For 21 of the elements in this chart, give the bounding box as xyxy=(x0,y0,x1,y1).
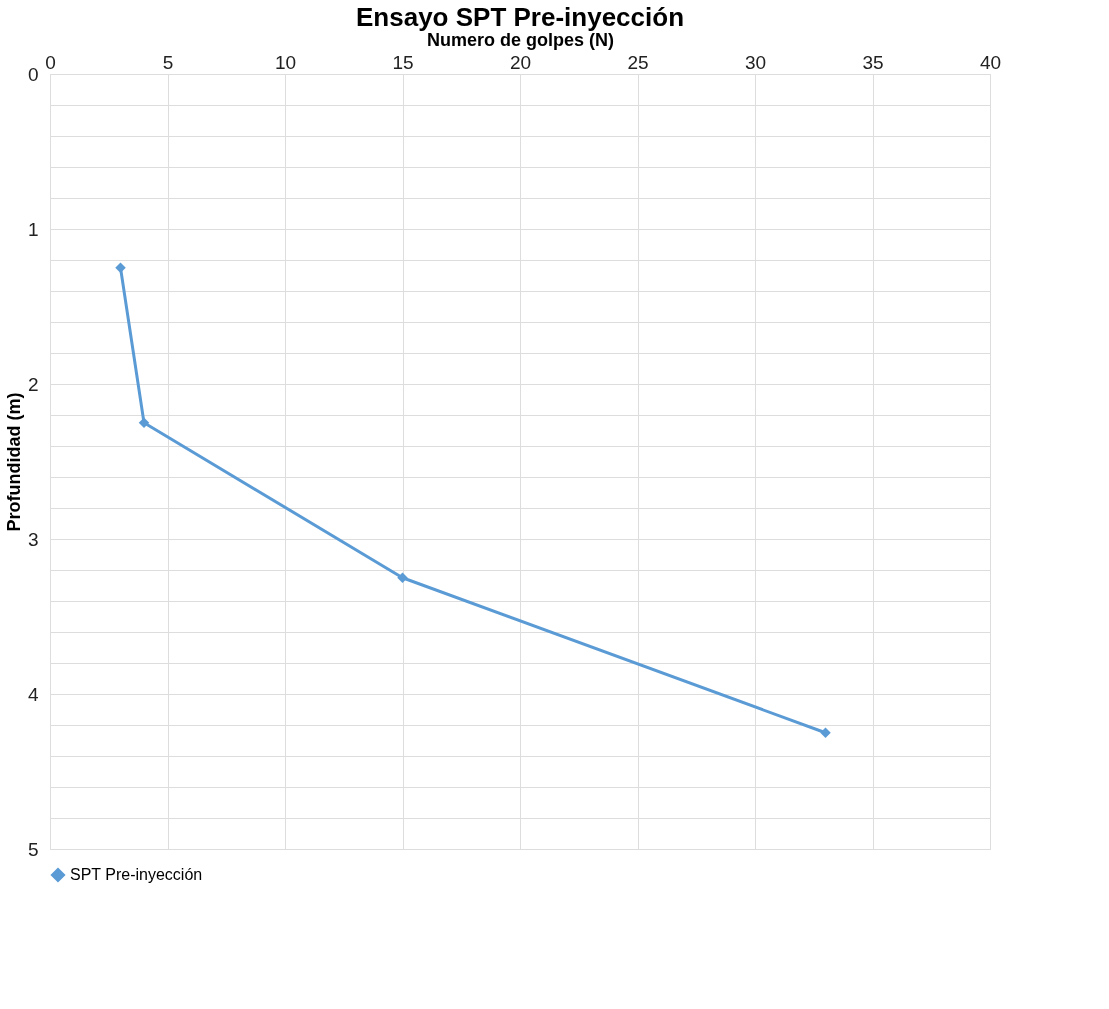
x-tick-label: 35 xyxy=(862,51,884,73)
x-tick-label: 25 xyxy=(627,51,649,73)
legend-label: SPT Pre-inyección xyxy=(70,866,203,883)
x-tick-label: 0 xyxy=(45,51,56,73)
x-tick-label: 15 xyxy=(392,51,414,73)
chart-title: Ensayo SPT Pre-inyección xyxy=(355,2,685,32)
point xyxy=(397,572,408,583)
x-tick-label: 20 xyxy=(509,51,532,73)
y-tick-label: 1 xyxy=(27,218,39,240)
x-tick-label: 10 xyxy=(274,51,297,73)
x-tick-label: 5 xyxy=(162,51,174,73)
y-tick-label: 2 xyxy=(27,373,39,395)
point xyxy=(820,727,831,738)
point xyxy=(115,262,126,273)
y-axis-title: Profundidad (m) xyxy=(3,392,24,532)
y-tick-label: 3 xyxy=(27,528,39,550)
x-tick-label: 40 xyxy=(979,51,1002,73)
point xyxy=(138,417,150,428)
y-tick-label: 4 xyxy=(27,683,39,705)
x-tick-label: 30 xyxy=(744,51,767,73)
y-tick-label: 5 xyxy=(27,838,39,860)
